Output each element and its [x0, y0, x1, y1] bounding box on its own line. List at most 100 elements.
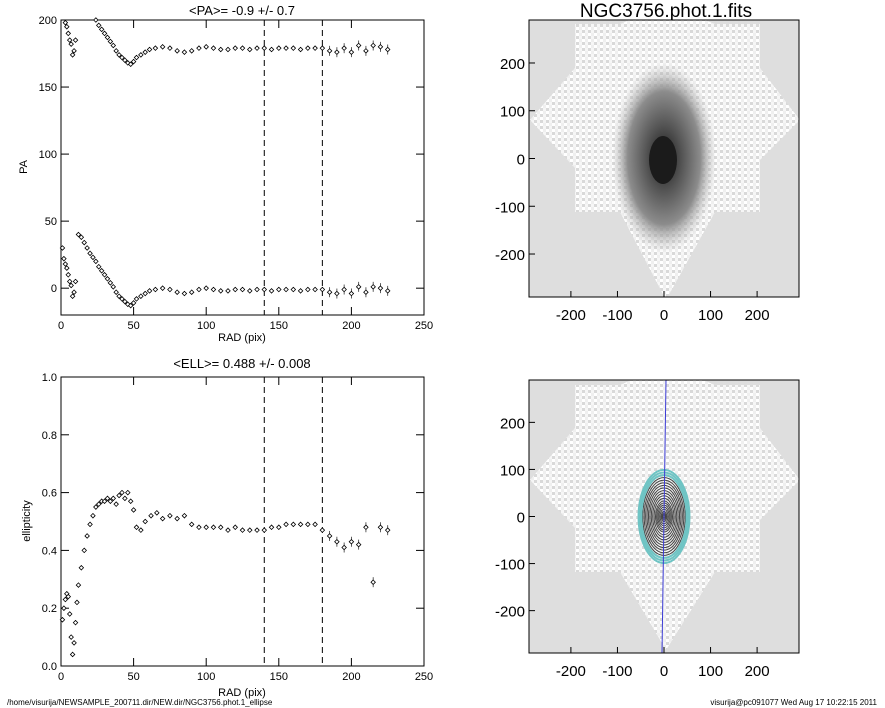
data-point: [203, 44, 209, 50]
data-point: [75, 231, 82, 238]
data-point: [174, 48, 180, 54]
data-point: [84, 245, 90, 251]
major-axis-line: [661, 380, 667, 653]
y-tick-label: 1.0: [42, 372, 57, 384]
data-point: [159, 285, 166, 291]
data-point: [377, 285, 384, 291]
ell-points: [59, 489, 391, 658]
data-point: [133, 54, 140, 61]
data-point: [90, 512, 96, 519]
image-x-tick-label: -100: [602, 307, 632, 324]
data-point: [68, 41, 74, 47]
data-point: [225, 288, 231, 294]
data-point: [95, 263, 102, 270]
data-point: [84, 533, 90, 539]
image-x-tick-label: -200: [556, 663, 586, 680]
data-point: [246, 288, 253, 294]
data-point: [75, 582, 82, 588]
data-point: [370, 579, 376, 585]
data-point: [312, 286, 318, 293]
data-point: [261, 286, 268, 293]
data-point: [127, 302, 134, 309]
data-point: [196, 286, 202, 293]
data-point: [276, 286, 282, 293]
data-point: [101, 272, 108, 278]
data-point: [107, 38, 114, 45]
data-point: [210, 524, 217, 531]
data-point: [239, 286, 246, 293]
data-point: [130, 58, 137, 65]
data-point: [326, 533, 333, 539]
image-y-tick-label: 0: [517, 152, 525, 169]
data-point: [319, 45, 326, 51]
data-point: [326, 48, 333, 54]
data-point: [62, 19, 69, 26]
galaxy-core: [649, 136, 677, 184]
data-point: [130, 507, 137, 513]
ell-ticks: 0 50 100 150 200 250 0.0 0.2 0.4 0.6 0.8 1.0: [42, 372, 433, 683]
image-axis-ticks: -200 -100 0 100 200 200 100 0 -100 -200: [495, 56, 770, 324]
data-point: [181, 512, 188, 519]
data-point: [62, 596, 69, 603]
data-point: [363, 48, 369, 54]
data-point: [113, 501, 119, 507]
data-point: [188, 289, 195, 295]
image-x-tick-label: -100: [602, 663, 632, 680]
data-point: [142, 290, 148, 297]
data-point: [78, 564, 85, 571]
data-point: [239, 527, 246, 533]
data-point: [90, 254, 96, 261]
ell-x-axis-label: RAD (pix): [218, 687, 266, 699]
data-point: [146, 288, 153, 294]
pa-y-axis-label: PA: [18, 159, 30, 174]
data-point: [348, 49, 355, 55]
data-point: [355, 42, 362, 49]
data-point: [74, 599, 80, 606]
data-point: [384, 46, 391, 53]
data-point: [159, 515, 166, 522]
data-point: [188, 521, 195, 528]
x-tick-label: 50: [127, 671, 139, 683]
data-point: [196, 524, 202, 531]
data-point: [119, 54, 125, 61]
pa-plot-frame: [60, 19, 425, 316]
image-x-tick-label: 200: [745, 307, 770, 324]
data-point: [319, 286, 326, 293]
footer-file-path: /home/visurija/NEWSAMPLE_200711.dir/NEW.…: [7, 698, 273, 707]
data-point: [341, 544, 347, 551]
data-point: [110, 284, 117, 290]
data-point: [133, 296, 140, 302]
data-point: [66, 278, 73, 285]
data-point: [69, 651, 76, 658]
data-point: [138, 293, 144, 299]
ellipse-fit-panel: -200 -100 0 100 200 200 100 0 -100 -200: [495, 379, 800, 680]
y-tick-label: 0: [51, 283, 57, 295]
data-point: [196, 45, 202, 51]
image-x-tick-label: 100: [698, 663, 723, 680]
data-point: [152, 45, 159, 51]
data-point: [116, 52, 122, 58]
ell-panel: <ELL>= 0.488 +/- 0.008 RAD (pix) ellipti…: [21, 356, 433, 699]
data-point: [341, 45, 347, 51]
data-point: [297, 288, 304, 294]
data-point: [72, 37, 79, 43]
data-point: [312, 45, 318, 51]
image-x-tick-label: 0: [660, 307, 668, 324]
x-tick-label: 50: [127, 320, 139, 332]
data-point: [122, 495, 128, 502]
data-point: [93, 504, 99, 510]
data-point: [370, 284, 376, 290]
data-point: [370, 42, 376, 49]
data-point: [384, 527, 391, 533]
data-point: [61, 605, 67, 611]
data-point: [69, 293, 76, 299]
data-point: [101, 498, 108, 505]
data-point: [167, 512, 173, 519]
data-point: [113, 48, 119, 54]
data-point: [113, 289, 119, 295]
fitted-ellipse: [642, 477, 686, 556]
data-point: [210, 286, 217, 293]
ell-title: <ELL>= 0.488 +/- 0.008: [173, 356, 310, 371]
data-point: [297, 521, 304, 528]
pa-x-axis-label: RAD (pix): [218, 332, 266, 344]
